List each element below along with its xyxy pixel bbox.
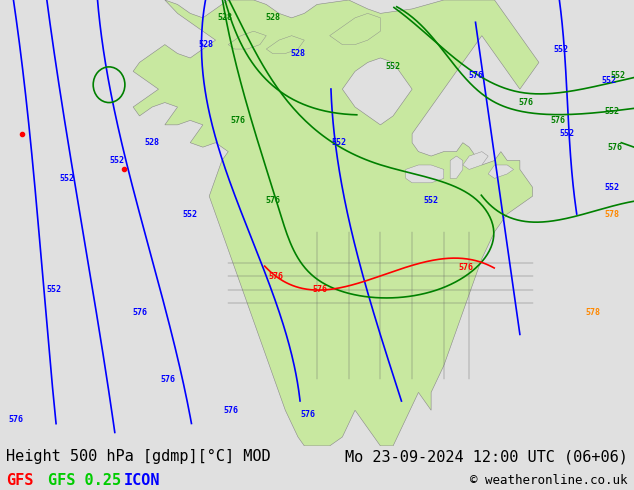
Text: 576: 576	[132, 308, 147, 317]
Text: 552: 552	[553, 45, 569, 53]
Text: GFS 0.25: GFS 0.25	[48, 473, 120, 488]
Text: Height 500 hPa [gdmp][°C] MOD: Height 500 hPa [gdmp][°C] MOD	[6, 449, 271, 465]
Polygon shape	[406, 165, 444, 183]
Text: 576: 576	[458, 263, 474, 272]
Text: 576: 576	[519, 98, 534, 107]
Text: 576: 576	[468, 72, 483, 80]
Text: 552: 552	[332, 138, 347, 147]
Text: 576: 576	[265, 196, 280, 205]
Text: 576: 576	[300, 410, 315, 419]
Text: ICON: ICON	[124, 473, 160, 488]
Text: 528: 528	[265, 13, 280, 23]
Text: 576: 576	[550, 116, 566, 125]
Text: 552: 552	[601, 76, 616, 85]
Text: 576: 576	[268, 272, 283, 281]
Text: 552: 552	[424, 196, 439, 205]
Text: 528: 528	[290, 49, 306, 58]
Polygon shape	[342, 58, 412, 125]
Polygon shape	[450, 156, 463, 178]
Text: 576: 576	[224, 406, 239, 415]
Text: 578: 578	[585, 308, 600, 317]
Text: GFS: GFS	[6, 473, 34, 488]
Text: 552: 552	[183, 210, 198, 219]
Text: 576: 576	[313, 285, 328, 294]
Text: 578: 578	[604, 210, 619, 219]
Text: 552: 552	[604, 183, 619, 192]
Text: Mo 23-09-2024 12:00 UTC (06+06): Mo 23-09-2024 12:00 UTC (06+06)	[345, 449, 628, 465]
Text: 576: 576	[160, 374, 176, 384]
Text: 552: 552	[560, 129, 575, 138]
Text: 528: 528	[217, 13, 233, 23]
Polygon shape	[488, 165, 514, 178]
Polygon shape	[330, 13, 380, 45]
Text: 552: 552	[59, 174, 74, 183]
Polygon shape	[463, 151, 488, 170]
Text: © weatheronline.co.uk: © weatheronline.co.uk	[470, 474, 628, 487]
Text: 576: 576	[8, 415, 23, 424]
Text: 528: 528	[145, 138, 160, 147]
Polygon shape	[133, 0, 539, 446]
Text: 552: 552	[110, 156, 125, 165]
Text: 552: 552	[604, 107, 619, 116]
Text: 576: 576	[230, 116, 245, 125]
Text: 576: 576	[607, 143, 623, 151]
Text: 528: 528	[198, 40, 214, 49]
Polygon shape	[228, 31, 266, 49]
Text: 552: 552	[385, 62, 401, 72]
Text: 552: 552	[46, 285, 61, 294]
Polygon shape	[266, 36, 304, 53]
Text: 552: 552	[611, 72, 626, 80]
